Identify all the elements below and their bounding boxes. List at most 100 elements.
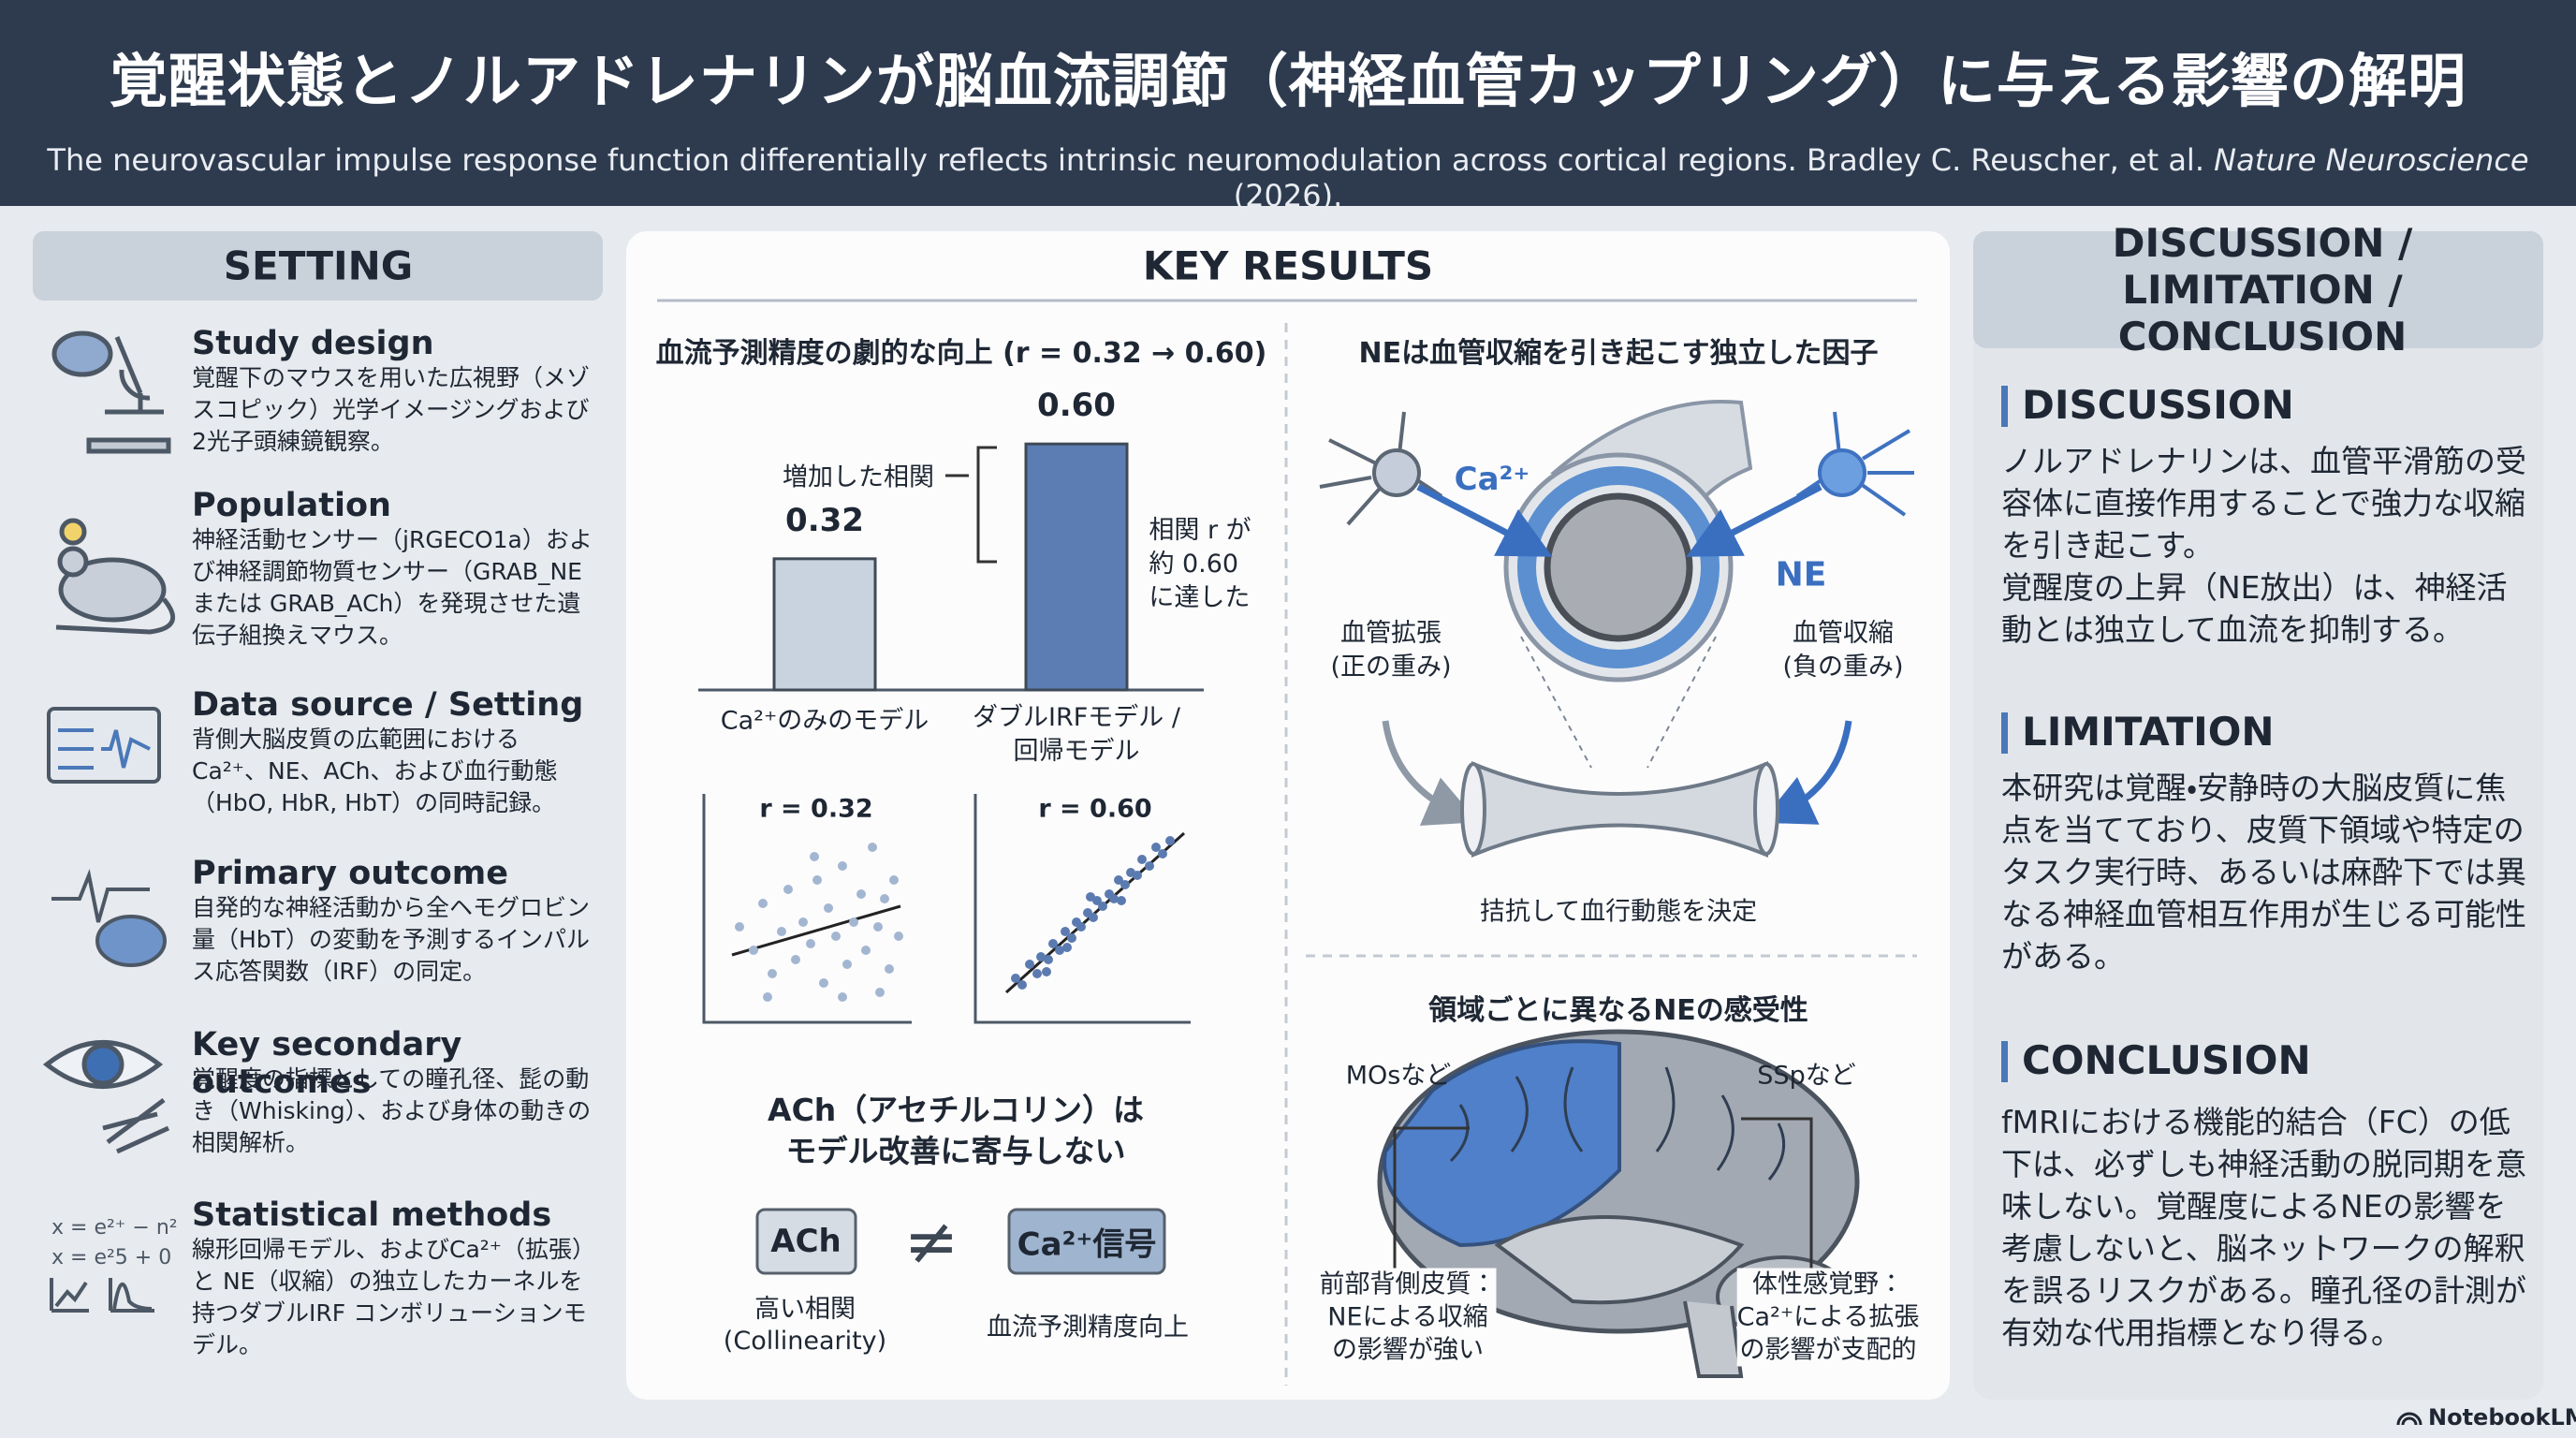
increase-bracket-part xyxy=(945,446,997,564)
item-text: 覚醒下のマウスを用いた広視野（メゾスコピック）光学イメージングおよび2光子頭練鏡… xyxy=(192,364,591,455)
brain xyxy=(1377,1029,1860,1378)
scatter-right-points-part xyxy=(1062,943,1072,952)
item-text: 神経活動センサー（jRGECO1a）および神経調節物質センサー（GRAB_NE … xyxy=(192,526,593,649)
scatter-left-points-part xyxy=(824,903,833,913)
zoom-lines xyxy=(1520,636,1717,769)
icon-mouse xyxy=(55,518,175,635)
flow-arrows xyxy=(1382,720,1852,826)
brain-part xyxy=(1449,1066,1786,1181)
scatter-left-points-part xyxy=(838,992,847,1002)
item-text: 背側大脳皮質の広範囲における Ca²⁺、NE、ACh、および血行動態（HbO, … xyxy=(192,726,558,816)
icon-microscope xyxy=(51,330,171,454)
brand: NotebookLM xyxy=(2428,1404,2576,1431)
scatter-left-points-part xyxy=(735,922,744,932)
discussion-heading: DISCUSSION / LIMITATION / CONCLUSION xyxy=(2112,220,2413,360)
icon-wave-brain-part xyxy=(95,915,167,967)
ca-box-label: Ca²⁺信号 xyxy=(1017,1225,1157,1264)
citation-text: The neurovascular impulse response funct… xyxy=(47,142,2204,178)
ca-box xyxy=(1007,1208,1166,1275)
brain-leaders xyxy=(1393,1117,1813,1273)
icon-mouse-part xyxy=(59,518,87,546)
scatter-right-part xyxy=(973,794,1191,1024)
item-title: Primary outcome xyxy=(192,855,508,892)
scatter-left-points-part xyxy=(798,917,808,927)
scatter-right-points-part xyxy=(1145,861,1154,871)
scatter-right-points-part xyxy=(1151,843,1161,852)
scatter-left-points-part xyxy=(875,988,885,997)
neuron-right xyxy=(1795,411,1914,517)
bar xyxy=(1024,442,1129,692)
constricted-vessel xyxy=(1460,761,1779,858)
icon-formula: x = e²⁺ − n² x = e²5 + 0 xyxy=(50,1216,178,1313)
scatter-right-points-part xyxy=(1089,913,1098,922)
constricted-vessel-part xyxy=(1753,762,1779,856)
item-text: 覚醒度の指標としての瞳孔径、髭の動き（Whisking）、および身体の動きの相関… xyxy=(192,1065,592,1156)
icon-formula-part: x = e²⁺ − n² xyxy=(51,1216,178,1240)
section-title: LIMITATION xyxy=(2022,709,2275,755)
item-text: 自発的な神経活動から全ヘモグロビン量（HbT）の変動を予測するインパルス応答関数… xyxy=(192,894,591,985)
panel-title: ACh（アセチルコリン）は モデル改善に寄与しない xyxy=(768,1092,1144,1169)
neuron-right-part xyxy=(1795,411,1914,517)
scatter-right-points-part xyxy=(1036,952,1046,961)
icon-microscope-part xyxy=(105,336,164,415)
year: (2026). xyxy=(1233,178,1343,213)
annotation: 増加した相関 xyxy=(783,462,934,492)
icon-wave-brain xyxy=(51,869,167,967)
icon-microscope-part xyxy=(86,437,171,454)
neuron-left-part xyxy=(1372,448,1421,497)
scatter-right-points xyxy=(1011,836,1175,990)
bar xyxy=(772,557,877,692)
section-marker xyxy=(2001,386,2008,427)
brain-part xyxy=(1494,1215,1745,1305)
vessel-part xyxy=(1544,492,1693,642)
icon-eye-part xyxy=(81,1043,124,1086)
scatter-left-points-part xyxy=(749,946,758,955)
scatter-right-points-part xyxy=(1114,875,1123,885)
scatter-left-points-part xyxy=(763,992,772,1002)
header-band xyxy=(0,0,2576,206)
item-title: Statistical methods xyxy=(192,1196,552,1234)
scatter-right-points-part xyxy=(1017,980,1027,990)
vessel-part xyxy=(1517,466,1720,668)
signal-arrows xyxy=(1416,483,1822,557)
scatter-left-points-part xyxy=(885,964,894,974)
scatter-left-points-part xyxy=(783,885,793,894)
section-marker xyxy=(2001,712,2008,754)
brain-part xyxy=(1683,1300,1744,1378)
neuron-left xyxy=(1319,411,1443,526)
ach-box xyxy=(755,1208,857,1275)
ca-label: Ca²⁺ xyxy=(1454,461,1530,498)
scatter-left-points-part xyxy=(868,843,877,852)
item-title: Population xyxy=(192,487,391,524)
scatter-right-points-part xyxy=(1025,960,1034,969)
flow-arrows-part xyxy=(1760,720,1852,825)
scatter-right-points-part xyxy=(1042,967,1051,976)
scatter-right-part xyxy=(1004,831,1186,994)
signal-arrows-part xyxy=(1416,483,1553,557)
scatter-left-points-part xyxy=(838,861,847,871)
signal-arrows-part xyxy=(1686,483,1822,557)
scatter-left-points-part xyxy=(768,969,777,978)
panel-title: NEは血管収縮を引き起こす独立した因子 xyxy=(1358,337,1879,370)
caption: 血流予測精度向上 xyxy=(987,1313,1189,1343)
scatter-left-points-part xyxy=(819,978,828,988)
scatter-left-points-part xyxy=(842,960,852,969)
scatter-left-points-part xyxy=(806,939,815,948)
scatter-left-points-part xyxy=(856,889,866,899)
setting-heading: SETTING xyxy=(223,242,414,289)
icon-mouse-part xyxy=(57,546,89,578)
citation: The neurovascular impulse response funct… xyxy=(0,142,2576,213)
setting-head-box xyxy=(33,231,603,301)
scatter-right-points-part xyxy=(1120,880,1130,889)
scatter-right-points-part xyxy=(1076,922,1086,932)
region-text: 前部背側皮質： NEによる収縮 の影響が強い xyxy=(1319,1268,1497,1367)
icon-monitor-part xyxy=(47,707,161,784)
results-heading: KEY RESULTS xyxy=(1142,242,1434,289)
dilation-label: 血管拡張 (正の重み) xyxy=(1330,619,1452,682)
scatter-left-points-part xyxy=(880,894,889,903)
scatter-right-points-part xyxy=(1086,892,1095,902)
scatter-left-points xyxy=(735,843,903,1002)
scatter-right-points-part xyxy=(1098,902,1107,911)
value-label: 0.32 xyxy=(785,502,864,539)
